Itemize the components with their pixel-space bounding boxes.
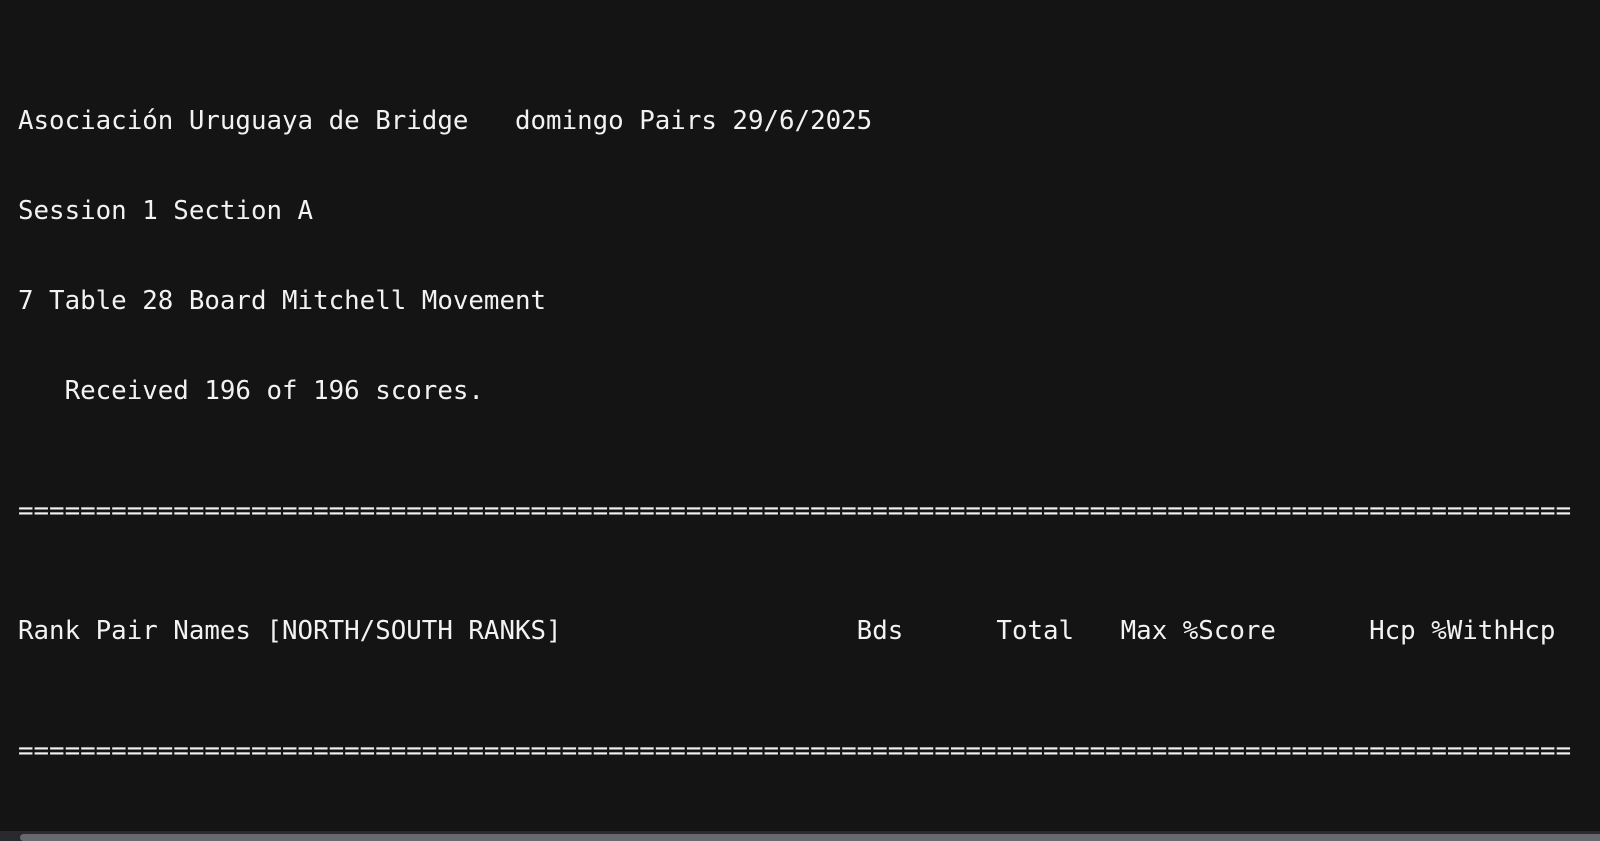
received-scores-line: Received 196 of 196 scores. (18, 376, 484, 406)
header-bds: Bds (856, 616, 904, 646)
header-score-rank (1276, 616, 1338, 646)
header-rank-pair-names: Rank Pair Names [NORTH/SOUTH RANKS] (18, 616, 562, 646)
header-max: Max (1120, 616, 1168, 646)
session-line: Session 1 Section A (18, 196, 314, 226)
header-total: Total (996, 616, 1075, 646)
header-score: %Score (1182, 616, 1276, 646)
separator-line: ========================================… (18, 736, 1572, 766)
movement-line: 7 Table 28 Board Mitchell Movement (18, 286, 547, 316)
report-title-line: Asociación Uruguaya de Bridge domingo Pa… (18, 106, 873, 136)
separator-line: ========================================… (18, 496, 1572, 526)
header-with-hcp: %WithHcp (1431, 616, 1556, 646)
column-header-row-north-south: Rank Pair Names [NORTH/SOUTH RANKS] Bds … (18, 616, 1600, 646)
horizontal-scrollbar-thumb[interactable] (20, 834, 1600, 841)
header-hcp: Hcp (1369, 616, 1416, 646)
horizontal-scrollbar-track (0, 831, 1600, 841)
